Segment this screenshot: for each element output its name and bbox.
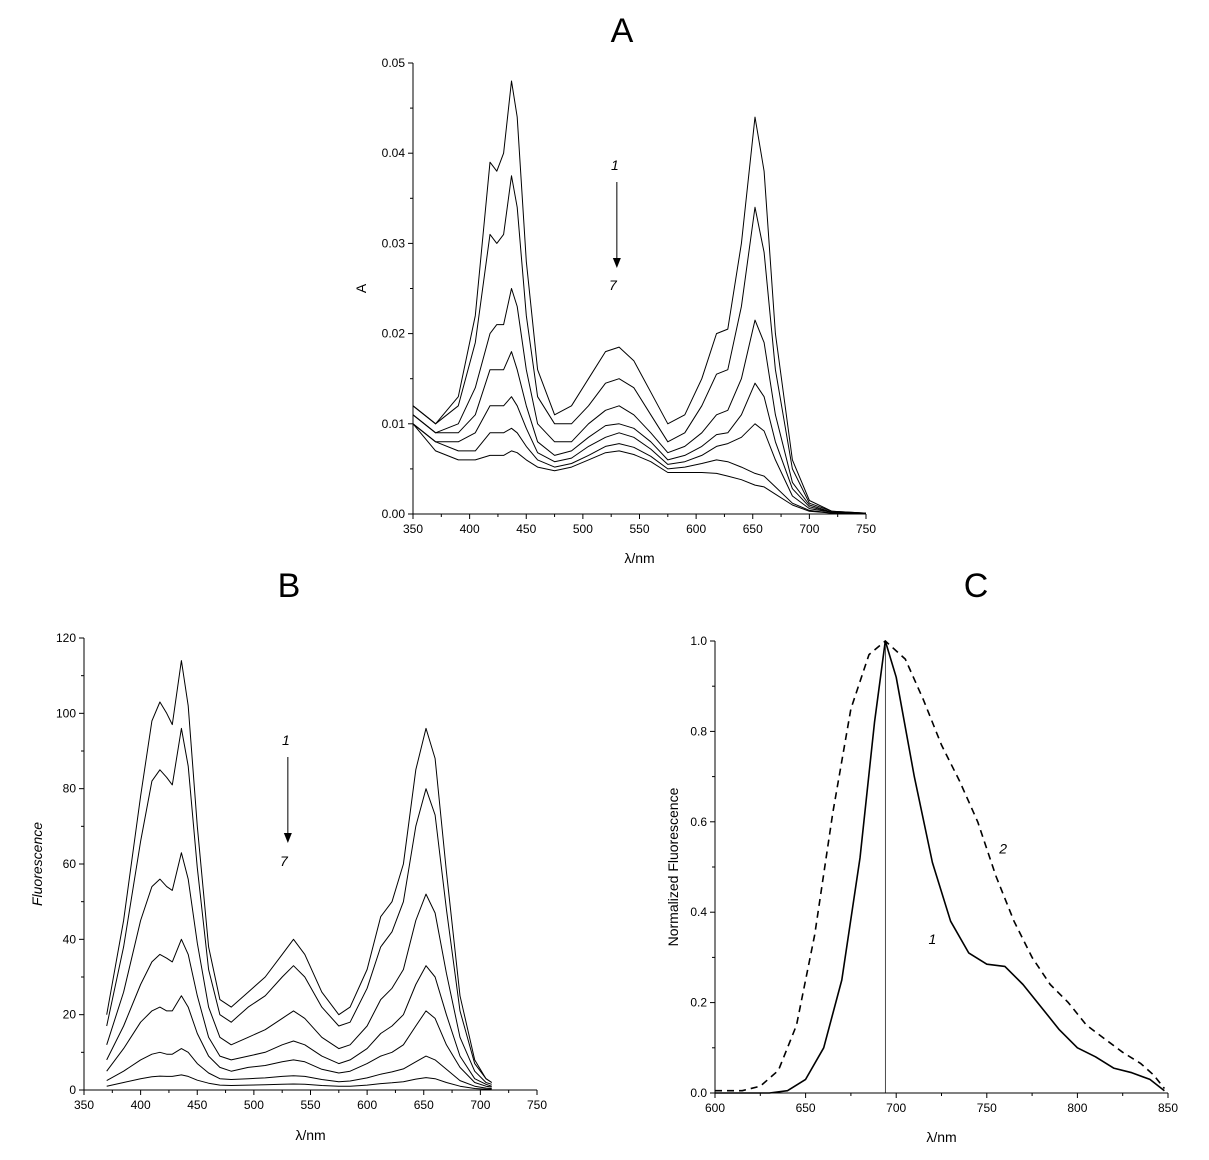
y-tick-label: 0.00 [382,507,406,521]
series-label-2: 2 [998,840,1007,856]
series-line-3 [412,288,867,514]
x-tick-label: 650 [414,1098,434,1112]
panel-label-a: A [611,12,634,50]
series-line-2 [412,175,867,514]
x-axis-title: λ/nm [624,550,654,566]
x-tick-label: 600 [705,1101,725,1115]
x-tick-label: 600 [357,1098,377,1112]
y-tick-label: 120 [56,631,76,645]
x-tick-label: 650 [743,522,763,536]
y-axis-title: Normalized Fluorescence [665,787,681,946]
series-line-5 [412,396,867,514]
arrow-end-label: 7 [280,853,289,869]
x-tick-label: 750 [856,522,876,536]
x-tick-label: 700 [470,1098,490,1112]
x-tick-label: 700 [886,1101,906,1115]
y-tick-label: 0.6 [690,815,707,829]
x-tick-label: 700 [799,522,819,536]
trend-arrow-head [283,833,292,843]
series-line-7 [106,1074,492,1090]
y-tick-label: 1.0 [690,634,707,648]
y-tick-label: 0.0 [690,1086,707,1100]
y-tick-label: 0.2 [690,996,707,1010]
y-tick-label: 0.04 [382,146,406,160]
x-tick-label: 600 [686,522,706,536]
panel-a: A 350 400 450 500 550 600 650 700 750 0.00 0.01 0.02… [353,12,876,566]
x-tick-label: 750 [527,1098,547,1112]
x-tick-label: 350 [74,1098,94,1112]
y-tick-label: 0 [69,1083,76,1097]
series-line-2 [106,727,492,1083]
series-line-4 [412,351,867,514]
series-line-1 [715,640,1165,1094]
x-tick-label: 500 [573,522,593,536]
series-line-1 [106,660,492,1083]
y-tick-label: 0.8 [690,724,707,738]
y-tick-label: 20 [63,1008,77,1022]
y-tick-label: 0.03 [382,236,406,250]
panel-label-c: C [964,567,989,605]
series-label-1: 1 [929,931,937,947]
y-tick-label: 80 [63,782,77,796]
y-tick-label: 0.01 [382,417,406,431]
x-tick-label: 750 [977,1101,997,1115]
series-line-1 [412,80,867,514]
y-tick-label: 60 [63,857,77,871]
arrow-end-label: 7 [609,277,618,293]
x-tick-label: 450 [187,1098,207,1112]
trend-arrow-head [612,258,621,268]
x-tick-label: 500 [244,1098,264,1112]
series-line-5 [106,995,492,1088]
y-tick-label: 40 [63,932,77,946]
y-tick-label: 0.02 [382,327,406,341]
x-axis-title: λ/nm [295,1127,325,1143]
x-tick-label: 550 [300,1098,320,1112]
series-line-7 [412,423,866,514]
series-line-2 [715,640,1166,1092]
x-axis-title: λ/nm [926,1129,956,1145]
y-axis-title: A [353,283,369,293]
arrow-start-label: 1 [611,157,619,173]
y-tick-label: 0.4 [690,905,707,919]
series-line-6 [106,1048,492,1089]
x-tick-label: 400 [131,1098,151,1112]
x-tick-label: 350 [403,522,423,536]
x-tick-label: 550 [629,522,649,536]
x-tick-label: 850 [1158,1101,1178,1115]
panel-label-b: B [278,567,301,605]
x-tick-label: 650 [796,1101,816,1115]
series-line-3 [106,852,492,1085]
y-tick-label: 100 [56,706,76,720]
y-axis-title: Fluorescence [29,822,45,906]
x-tick-label: 450 [516,522,536,536]
series-line-6 [412,423,866,514]
panel-b: B 350 400 450 500 550 600 650 700 750 0 20 40 60 80 100… [29,567,547,1143]
series-line-4 [106,938,492,1087]
arrow-start-label: 1 [282,732,290,748]
panel-c: C 600 650 700 750 800 850 0.0 0.2 0.4 0.6 0.8 1.0 λ/n… [665,567,1178,1145]
y-tick-label: 0.05 [382,56,406,70]
x-tick-label: 400 [460,522,480,536]
x-tick-label: 800 [1067,1101,1087,1115]
